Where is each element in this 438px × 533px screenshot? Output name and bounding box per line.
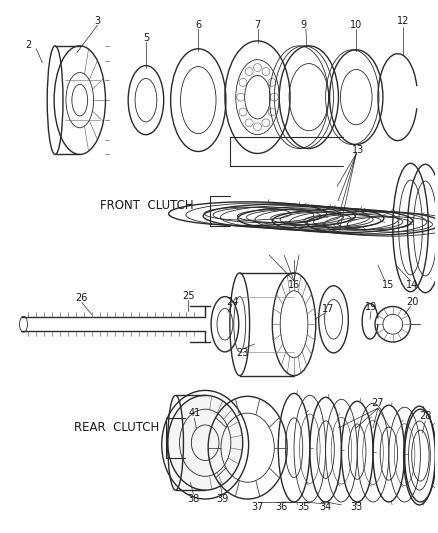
Text: 6: 6	[195, 20, 201, 30]
Text: 14: 14	[406, 280, 419, 290]
Text: 41: 41	[188, 408, 201, 418]
Text: 39: 39	[216, 494, 228, 504]
Text: 35: 35	[298, 502, 310, 512]
Text: 34: 34	[319, 502, 332, 512]
Text: 2: 2	[25, 40, 32, 50]
Text: 27: 27	[372, 398, 384, 408]
Text: 3: 3	[95, 16, 101, 26]
Text: 10: 10	[350, 20, 362, 30]
Text: 7: 7	[254, 20, 261, 30]
Text: 33: 33	[350, 502, 362, 512]
Text: 25: 25	[182, 290, 194, 301]
Text: 12: 12	[396, 16, 409, 26]
Text: 28: 28	[419, 411, 431, 421]
Text: 9: 9	[301, 20, 307, 30]
Text: 15: 15	[381, 280, 394, 290]
Text: 5: 5	[143, 33, 149, 43]
Text: 24: 24	[226, 296, 239, 306]
Text: 26: 26	[76, 293, 88, 303]
Text: 37: 37	[251, 502, 264, 512]
Text: 17: 17	[322, 304, 335, 314]
Text: FRONT  CLUTCH: FRONT CLUTCH	[99, 199, 193, 212]
Text: 38: 38	[187, 494, 199, 504]
Text: REAR  CLUTCH: REAR CLUTCH	[74, 422, 159, 434]
Ellipse shape	[168, 395, 243, 490]
Text: 19: 19	[365, 302, 377, 312]
Text: 13: 13	[352, 144, 364, 155]
Text: 20: 20	[406, 296, 419, 306]
Text: 16: 16	[288, 280, 300, 290]
Text: 36: 36	[275, 502, 287, 512]
Text: 23: 23	[237, 348, 249, 358]
